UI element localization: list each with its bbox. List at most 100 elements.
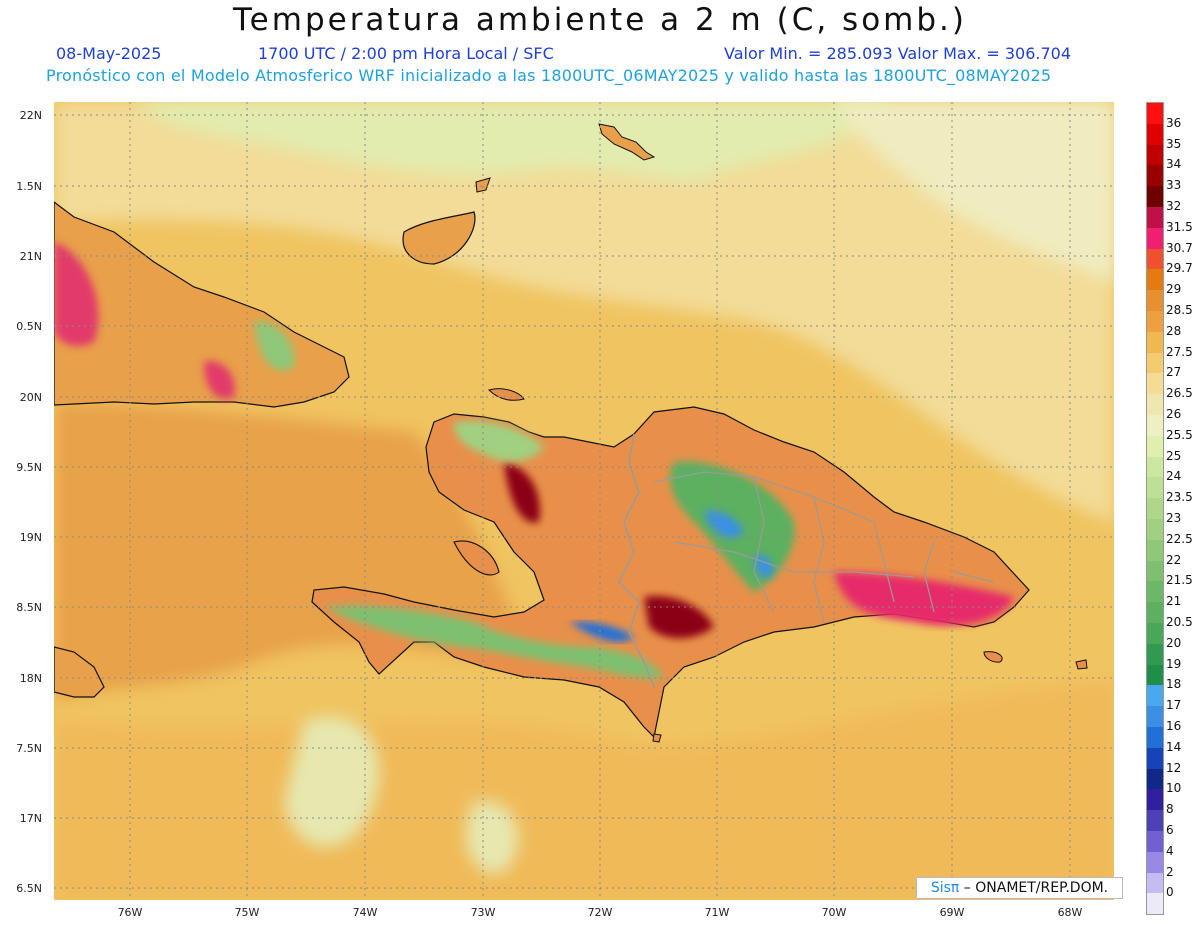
lat-label: 1.5N	[16, 180, 42, 193]
beata-island	[652, 733, 662, 743]
colorbar-swatch	[1147, 498, 1163, 520]
lon-label: 73W	[470, 906, 496, 919]
lon-label: 75W	[234, 906, 260, 919]
gonave-island	[453, 540, 500, 576]
grid-lines	[54, 102, 1114, 900]
bahamas-small-isle	[475, 177, 491, 193]
colorbar-swatch	[1147, 415, 1163, 436]
colorbar-swatch	[1147, 352, 1163, 374]
lon-label: 74W	[352, 906, 378, 919]
colorbar-swatch	[1147, 373, 1163, 395]
colorbar-label: 29	[1166, 282, 1182, 297]
hispaniola-blue-lake	[569, 621, 634, 642]
colorbar-label: 25.5	[1166, 427, 1193, 442]
credit-prefix: Sis	[930, 880, 951, 896]
hispaniola-green-southwest	[324, 605, 664, 679]
colorbar-swatch	[1147, 165, 1163, 187]
saona-island	[983, 651, 1003, 663]
colorbar-label: 29.7	[1166, 261, 1193, 276]
colorbar-swatch	[1147, 435, 1163, 457]
lon-label: 70W	[821, 906, 847, 919]
lon-label: 76W	[117, 906, 143, 919]
colorbar-swatch	[1147, 810, 1163, 832]
colorbar-swatch	[1147, 394, 1163, 416]
lat-label: 9.5N	[16, 461, 42, 474]
colorbar-label: 21.5	[1166, 573, 1193, 588]
colorbar-label: 26	[1166, 407, 1182, 421]
colorbar-swatch	[1147, 144, 1163, 166]
north-lightgreen-band	[134, 102, 894, 182]
colorbar-label: 4	[1166, 843, 1174, 858]
colorbar-label: 27.5	[1166, 344, 1193, 359]
jamaica-land	[54, 646, 105, 698]
colorbar-label: 36	[1166, 115, 1182, 130]
colorbar-label: 34	[1166, 157, 1182, 172]
colorbar-swatch	[1147, 851, 1163, 873]
colorbar-swatch	[1147, 831, 1163, 852]
haiti-dr-border	[618, 433, 655, 688]
bahamas-inagua	[402, 211, 476, 265]
colorbar-label: 20.5	[1166, 615, 1193, 629]
colorbar-swatch	[1147, 311, 1163, 332]
north-cool-band	[54, 102, 1114, 522]
pi-icon: π	[950, 880, 960, 896]
colorbar-label: 31.5	[1166, 219, 1193, 234]
colorbar-swatch	[1147, 269, 1163, 291]
colorbar-swatch	[1147, 706, 1163, 728]
colorbar-swatch	[1147, 581, 1163, 603]
turks-isle	[598, 123, 656, 161]
colorbar-label: 18	[1166, 677, 1182, 692]
colorbar-swatch	[1147, 789, 1163, 811]
colorbar-label: 28.5	[1166, 303, 1193, 317]
colorbar-swatch	[1147, 747, 1163, 769]
cuba-hot-patch	[54, 242, 235, 399]
lat-label: 6.5N	[16, 882, 42, 895]
colorbar-swatch	[1147, 477, 1163, 499]
colorbar-swatch	[1147, 331, 1163, 353]
colorbar-label: 21	[1166, 594, 1182, 609]
colorbar-label: 17	[1166, 698, 1182, 713]
colorbar-label: 0	[1166, 885, 1174, 900]
colorbar-swatch	[1147, 290, 1163, 312]
colorbar-swatch	[1147, 186, 1163, 208]
colorbar-label: 32	[1166, 199, 1182, 213]
colorbar-swatch	[1147, 207, 1163, 228]
mona-island	[1075, 659, 1088, 670]
colorbar-swatch	[1147, 664, 1163, 686]
lat-label: 18N	[19, 672, 42, 685]
temperature-map	[54, 102, 1114, 900]
colorbar-label: 25	[1166, 448, 1182, 463]
south-pale-patches	[284, 716, 519, 874]
colorbar-swatch	[1147, 539, 1163, 561]
colorbar-label: 26.5	[1166, 386, 1193, 401]
lon-label: 71W	[704, 906, 730, 919]
colorbar-swatch	[1147, 227, 1163, 249]
date-label: 08-May-2025	[56, 44, 162, 63]
map-title: Temperatura ambiente a 2 m (C, somb.)	[233, 2, 967, 38]
colorbar-label: 8	[1166, 802, 1174, 817]
lat-label: 8.5N	[16, 601, 42, 614]
colorbar-swatch	[1147, 519, 1163, 540]
lat-label: 0.5N	[16, 320, 42, 333]
cuba-green-patch	[254, 321, 295, 371]
colorbar-swatch	[1147, 768, 1163, 790]
colorbar-label: 12	[1166, 760, 1182, 775]
min-max-label: Valor Min. = 285.093 Valor Max. = 306.70…	[724, 44, 1072, 63]
lon-label: 68W	[1057, 906, 1083, 919]
lat-label: 19N	[19, 531, 42, 544]
colorbar-label: 6	[1166, 823, 1174, 837]
colorbar-label: 20	[1166, 635, 1182, 650]
colorbar-swatch	[1147, 103, 1163, 124]
colorbar-swatch	[1147, 872, 1163, 894]
credit-box: Sisπ – ONAMET/REP.DOM.	[916, 877, 1123, 899]
colorbar-label: 22.5	[1166, 531, 1193, 546]
colorbar-label: 2	[1166, 864, 1174, 879]
colorbar-label: 19	[1166, 656, 1182, 671]
colorbar-swatch	[1147, 602, 1163, 624]
lat-label: 21N	[19, 250, 42, 263]
colorbar-label: 23.5	[1166, 490, 1193, 505]
colorbar-label: 24	[1166, 469, 1182, 484]
province-borders	[653, 471, 995, 623]
colorbar-swatch	[1147, 123, 1163, 145]
lon-label: 72W	[587, 906, 613, 919]
